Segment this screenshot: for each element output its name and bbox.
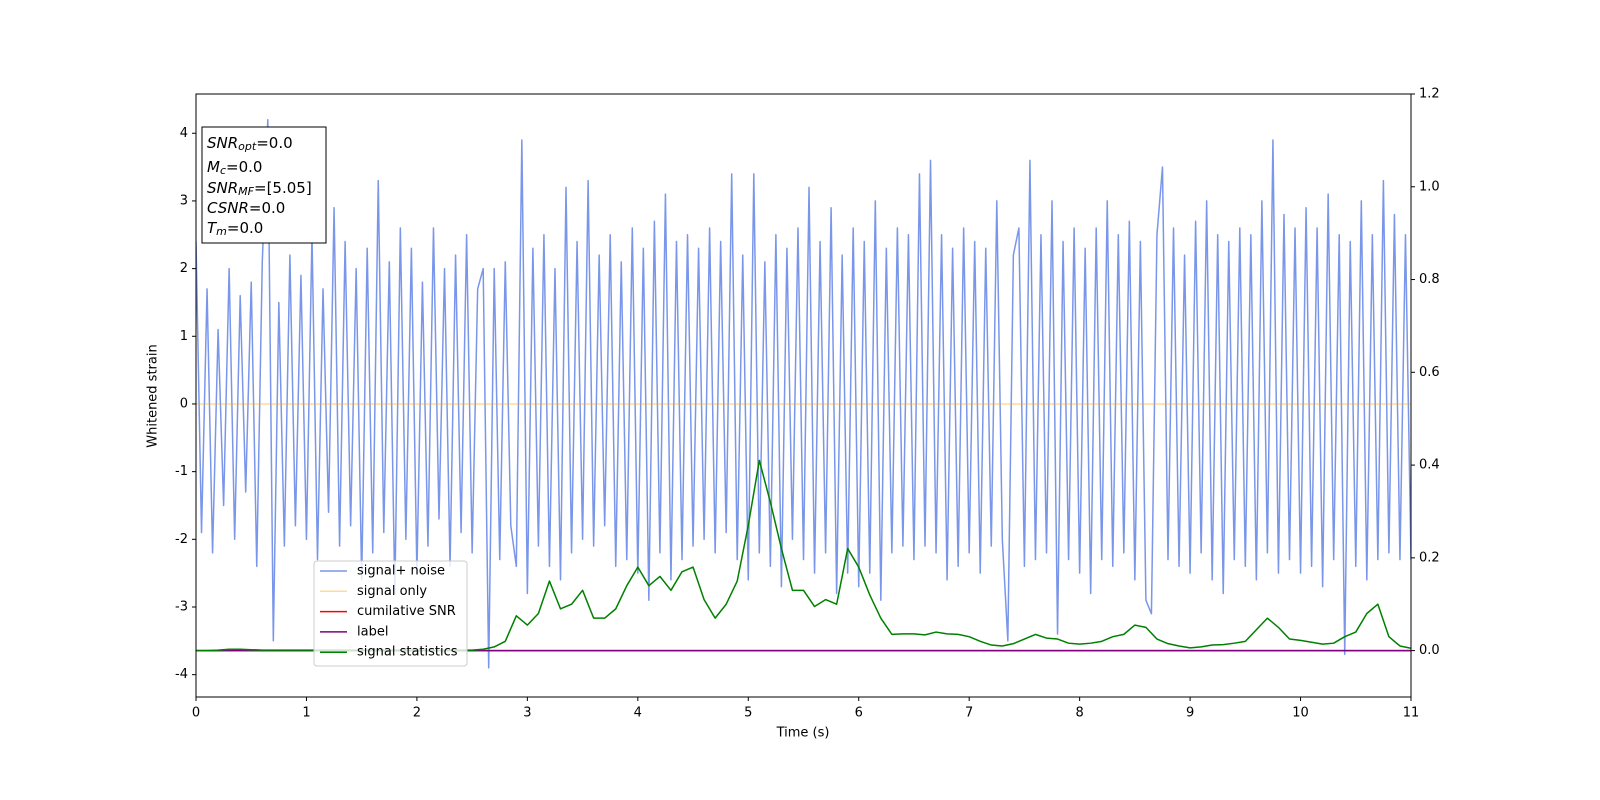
x-tick-label: 1 [302, 706, 310, 721]
annotation-value: =0.0 [226, 158, 262, 176]
y2-tick-label: 1.2 [1419, 87, 1440, 102]
x-tick-label: 5 [744, 706, 752, 721]
legend-frame [313, 560, 468, 667]
annotation: Mc=0.0 [207, 158, 262, 178]
legend-label: signal statistics [357, 645, 458, 660]
y-tick-label: 4 [180, 126, 188, 141]
annotation-subscript: opt [238, 140, 257, 153]
annotation-value: =0.0 [249, 199, 285, 217]
annotation-symbol: M [207, 158, 220, 176]
annotation: CSNR=0.0 [207, 199, 285, 217]
y-tick-label: 0 [180, 396, 188, 411]
annotation: Tm=0.0 [207, 219, 263, 239]
y2-tick-label: 0.0 [1419, 643, 1440, 658]
x-tick-label: 10 [1292, 706, 1309, 721]
y-tick-label: 3 [180, 193, 188, 208]
y-tick-label: -2 [175, 532, 188, 547]
annotation-symbol: CSNR [207, 199, 249, 217]
y-tick-label: -3 [175, 599, 188, 614]
y-tick-label: -1 [175, 464, 188, 479]
y-tick-label: 1 [180, 329, 188, 344]
x-tick-label: 9 [1186, 706, 1194, 721]
annotation-frame [201, 126, 327, 244]
y2-tick-label: 0.4 [1419, 458, 1440, 473]
y-tick-label: 2 [180, 261, 188, 276]
y-axis-label: Whitened strain [146, 344, 161, 447]
plot-frame [195, 93, 1412, 698]
x-tick-label: 0 [192, 706, 200, 721]
annotation: SNRMF=[5.05] [207, 179, 312, 199]
annotation-subscript: c [220, 164, 226, 177]
x-axis-label: Time (s) [776, 726, 830, 741]
annotation-value: =0.0 [227, 219, 263, 237]
annotation-subscript: MF [238, 185, 254, 198]
legend-label: label [357, 624, 388, 639]
annotation-value: =0.0 [256, 134, 292, 152]
x-tick-label: 4 [634, 706, 642, 721]
annotation: SNRopt=0.0 [207, 134, 293, 154]
x-tick-label: 8 [1075, 706, 1083, 721]
legend-label: cumilative SNR [357, 604, 456, 619]
x-tick-label: 2 [413, 706, 421, 721]
annotation-symbol: SNR [207, 134, 238, 152]
x-tick-label: 7 [965, 706, 973, 721]
annotation-symbol: SNR [207, 179, 238, 197]
x-tick-label: 11 [1403, 706, 1420, 721]
legend-label: signal+ noise [357, 564, 445, 579]
x-tick-label: 6 [855, 706, 863, 721]
y2-tick-label: 1.0 [1419, 179, 1440, 194]
annotation-value: =[5.05] [254, 179, 312, 197]
y-tick-label: -4 [175, 667, 188, 682]
legend-label: signal only [357, 584, 427, 599]
y2-tick-label: 0.2 [1419, 550, 1440, 565]
x-tick-label: 3 [523, 706, 531, 721]
annotation-symbol: T [207, 219, 218, 237]
y2-tick-label: 0.6 [1419, 365, 1440, 380]
y2-tick-label: 0.8 [1419, 272, 1440, 287]
legend: signal+ noise signal only cumilative SNR la… [313, 560, 468, 667]
annotation-box: SNRopt=0.0Mc=0.0SNRMF=[5.05]CSNR=0.0Tm=0… [201, 126, 327, 244]
series-line [196, 118, 1411, 669]
annotation-subscript: m [216, 225, 227, 238]
